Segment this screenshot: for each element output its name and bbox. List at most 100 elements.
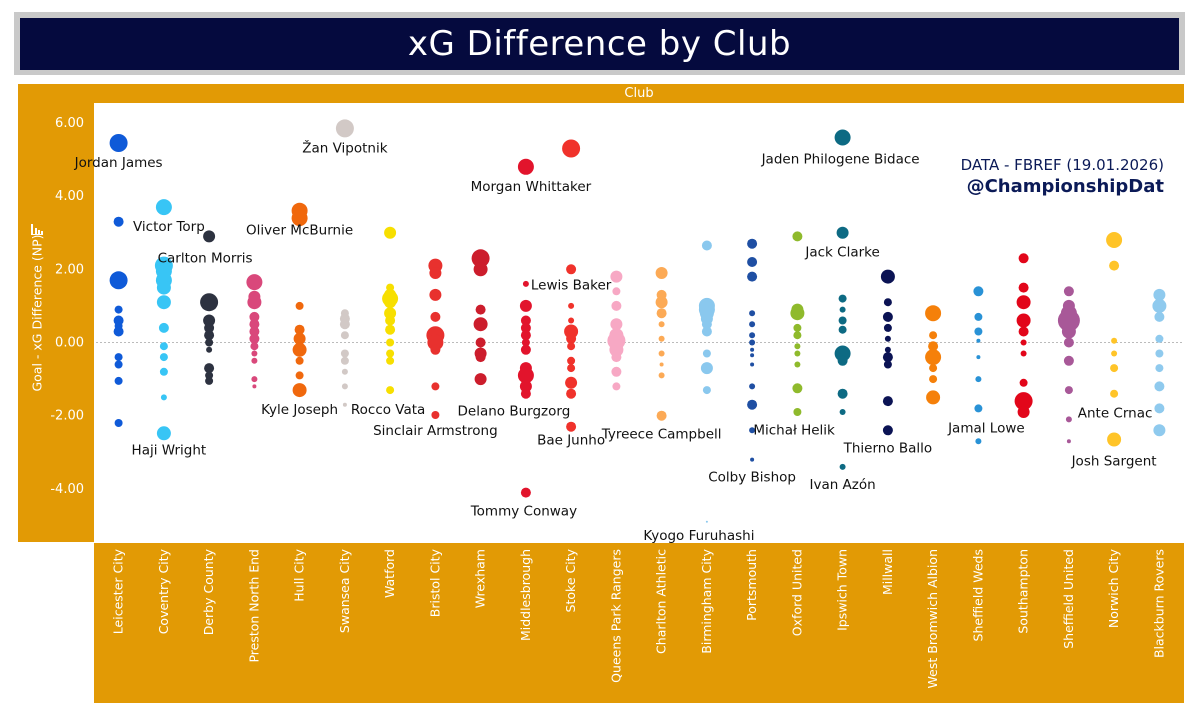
data-point-west-bromwich-albion[interactable] bbox=[929, 375, 938, 384]
data-point-norwich-city[interactable] bbox=[1109, 260, 1120, 271]
data-point-derby-county[interactable] bbox=[204, 330, 215, 341]
data-point-millwall[interactable] bbox=[883, 298, 892, 307]
data-point-coventry-city[interactable] bbox=[156, 280, 171, 295]
data-point-norwich-city[interactable] bbox=[1111, 337, 1118, 344]
data-point-charlton-athletic[interactable] bbox=[659, 362, 664, 367]
data-point-leicester-city[interactable] bbox=[109, 271, 128, 290]
data-point-sheffield-united[interactable] bbox=[1064, 386, 1073, 395]
data-point-norwich-city[interactable] bbox=[1110, 364, 1119, 373]
data-point-oxford-united[interactable] bbox=[794, 361, 801, 368]
data-point-portsmouth[interactable] bbox=[749, 332, 756, 339]
data-point-oxford-united[interactable] bbox=[790, 306, 805, 321]
data-point-bristol-city[interactable] bbox=[429, 267, 442, 279]
data-point-birmingham-city[interactable] bbox=[702, 386, 711, 395]
data-point-derby-county[interactable] bbox=[203, 230, 216, 243]
data-point-birmingham-city[interactable] bbox=[701, 319, 712, 330]
data-point-sheffield-weds[interactable] bbox=[974, 327, 983, 336]
data-point-birmingham-city[interactable] bbox=[701, 326, 712, 337]
data-point-derby-county[interactable] bbox=[205, 371, 214, 380]
data-point-hull-city[interactable] bbox=[295, 356, 304, 365]
data-point-queens-park-rangers[interactable] bbox=[612, 287, 621, 296]
data-point-southampton[interactable] bbox=[1018, 253, 1029, 264]
data-point-charlton-athletic[interactable] bbox=[658, 372, 665, 379]
data-point-oxford-united[interactable] bbox=[794, 350, 801, 357]
data-point-coventry-city[interactable] bbox=[155, 199, 172, 216]
data-point-queens-park-rangers[interactable] bbox=[610, 318, 623, 331]
data-point-sheffield-weds[interactable] bbox=[975, 376, 982, 383]
data-point-swansea-city[interactable] bbox=[340, 331, 349, 340]
data-point-charlton-athletic[interactable] bbox=[655, 267, 668, 279]
data-point-ipswich-town[interactable] bbox=[834, 345, 851, 362]
data-point-portsmouth[interactable] bbox=[749, 383, 756, 390]
data-point-charlton-athletic[interactable] bbox=[658, 350, 665, 357]
data-point-swansea-city[interactable] bbox=[339, 319, 350, 330]
data-point-coventry-city[interactable] bbox=[159, 353, 168, 362]
data-point-portsmouth[interactable] bbox=[750, 457, 755, 462]
data-point-portsmouth[interactable] bbox=[747, 257, 758, 267]
data-point-preston-north-end[interactable] bbox=[252, 384, 257, 389]
data-point-blackburn-rovers[interactable] bbox=[1153, 424, 1166, 437]
data-point-ipswich-town[interactable] bbox=[838, 294, 847, 303]
data-point-sheffield-weds[interactable] bbox=[975, 438, 982, 445]
data-point-west-bromwich-albion[interactable] bbox=[926, 390, 941, 405]
data-point-middlesbrough[interactable] bbox=[520, 487, 531, 498]
data-point-middlesbrough[interactable] bbox=[519, 380, 532, 393]
data-point-preston-north-end[interactable] bbox=[251, 376, 258, 383]
data-point-birmingham-city[interactable] bbox=[700, 362, 713, 375]
data-point-stoke-city[interactable] bbox=[566, 421, 577, 432]
data-point-preston-north-end[interactable] bbox=[249, 326, 260, 337]
data-point-ipswich-town[interactable] bbox=[839, 409, 846, 415]
data-point-queens-park-rangers[interactable] bbox=[611, 366, 622, 377]
data-point-hull-city[interactable] bbox=[293, 332, 306, 345]
data-point-portsmouth[interactable] bbox=[749, 339, 756, 346]
data-point-norwich-city[interactable] bbox=[1107, 432, 1122, 447]
data-point-sheffield-weds[interactable] bbox=[976, 355, 981, 360]
data-point-west-bromwich-albion[interactable] bbox=[928, 341, 939, 352]
data-point-derby-county[interactable] bbox=[204, 322, 215, 333]
data-point-coventry-city[interactable] bbox=[156, 295, 171, 310]
data-point-leicester-city[interactable] bbox=[114, 360, 123, 369]
data-point-sheffield-united[interactable] bbox=[1063, 286, 1074, 297]
data-point-birmingham-city[interactable] bbox=[702, 349, 711, 358]
data-point-preston-north-end[interactable] bbox=[250, 342, 259, 351]
data-point-stoke-city[interactable] bbox=[565, 376, 578, 389]
data-point-bristol-city[interactable] bbox=[427, 334, 444, 351]
data-point-ipswich-town[interactable] bbox=[837, 388, 848, 399]
data-point-ipswich-town[interactable] bbox=[834, 129, 851, 146]
data-point-sheffield-united[interactable] bbox=[1066, 439, 1071, 444]
data-point-middlesbrough[interactable] bbox=[521, 338, 530, 347]
data-point-southampton[interactable] bbox=[1017, 406, 1030, 418]
data-point-derby-county[interactable] bbox=[200, 293, 219, 312]
data-point-preston-north-end[interactable] bbox=[246, 274, 263, 291]
data-point-middlesbrough[interactable] bbox=[520, 322, 531, 333]
data-point-sheffield-weds[interactable] bbox=[974, 312, 983, 321]
data-point-bristol-city[interactable] bbox=[429, 288, 442, 301]
data-point-oxford-united[interactable] bbox=[792, 383, 803, 394]
data-point-derby-county[interactable] bbox=[206, 346, 213, 353]
data-point-hull-city[interactable] bbox=[292, 383, 307, 398]
data-point-blackburn-rovers[interactable] bbox=[1154, 403, 1165, 414]
data-point-charlton-athletic[interactable] bbox=[655, 296, 668, 309]
data-point-preston-north-end[interactable] bbox=[249, 333, 260, 344]
data-point-swansea-city[interactable] bbox=[341, 368, 348, 375]
data-point-middlesbrough[interactable] bbox=[519, 299, 532, 312]
data-point-oxford-united[interactable] bbox=[793, 323, 802, 332]
data-point-leicester-city[interactable] bbox=[113, 216, 124, 227]
data-point-leicester-city[interactable] bbox=[109, 134, 128, 152]
data-point-wrexham[interactable] bbox=[471, 249, 490, 268]
data-point-coventry-city[interactable] bbox=[156, 426, 171, 441]
data-point-swansea-city[interactable] bbox=[335, 119, 354, 138]
data-point-portsmouth[interactable] bbox=[749, 321, 756, 328]
data-point-leicester-city[interactable] bbox=[114, 376, 123, 385]
data-point-sheffield-weds[interactable] bbox=[973, 286, 984, 297]
data-point-portsmouth[interactable] bbox=[750, 347, 755, 352]
data-point-stoke-city[interactable] bbox=[567, 342, 576, 351]
data-point-derby-county[interactable] bbox=[203, 314, 216, 327]
data-point-west-bromwich-albion[interactable] bbox=[929, 364, 938, 373]
data-point-southampton[interactable] bbox=[1018, 282, 1029, 293]
data-point-millwall[interactable] bbox=[882, 425, 893, 436]
data-point-preston-north-end[interactable] bbox=[251, 357, 258, 364]
data-point-coventry-city[interactable] bbox=[158, 322, 169, 333]
data-point-middlesbrough[interactable] bbox=[522, 280, 529, 287]
data-point-stoke-city[interactable] bbox=[567, 356, 576, 365]
